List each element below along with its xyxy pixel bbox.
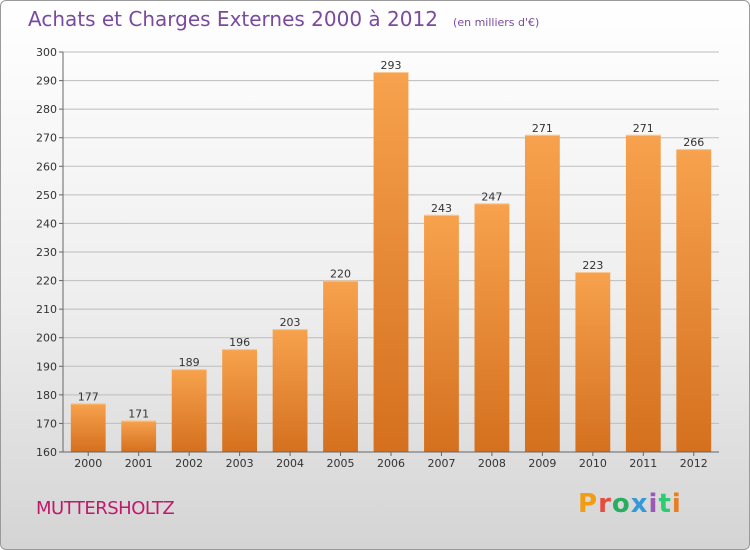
chart-title-block: Achats et Charges Externes 2000 à 2012 (… <box>28 7 539 31</box>
logo-letter: P <box>578 489 599 519</box>
x-tick-label-2007: 2007 <box>427 457 455 470</box>
logo-letter: i <box>648 489 659 519</box>
proxiti-logo[interactable]: Proxiti <box>578 489 682 519</box>
y-tick-label: 240 <box>36 217 57 230</box>
bar-2007[interactable] <box>424 214 459 452</box>
x-tick-label-2008: 2008 <box>478 457 506 470</box>
bar-2004[interactable] <box>272 329 308 452</box>
value-label-2007: 243 <box>431 202 452 215</box>
x-tick-label-2010: 2010 <box>579 457 607 470</box>
bar-2000[interactable] <box>70 403 106 452</box>
value-label-2003: 196 <box>229 336 250 349</box>
bar-2005[interactable] <box>323 280 358 452</box>
value-label-2000: 177 <box>78 390 99 403</box>
x-tick-label-2009: 2009 <box>528 457 556 470</box>
y-tick-label: 220 <box>36 275 57 288</box>
bar-2006[interactable] <box>373 72 409 452</box>
y-tick-label: 230 <box>36 246 57 259</box>
bar-2001[interactable] <box>121 420 157 452</box>
y-tick-label: 160 <box>36 446 57 459</box>
y-tick-label: 280 <box>36 103 57 116</box>
y-tick-label: 210 <box>36 303 57 316</box>
value-label-2010: 223 <box>582 259 603 272</box>
chart-title: Achats et Charges Externes 2000 à 2012 <box>28 7 438 31</box>
logo-letter: t <box>658 489 672 519</box>
x-tick-label-2004: 2004 <box>276 457 304 470</box>
value-label-2008: 247 <box>481 190 502 203</box>
axis-layer: 160 170 180 190 200 210 220 230 240 250 260 270 280 2… <box>36 46 719 470</box>
x-tick-label-2012: 2012 <box>680 457 708 470</box>
x-tick-label-2002: 2002 <box>175 457 203 470</box>
y-tick-label: 250 <box>36 189 57 202</box>
x-tick-label-2006: 2006 <box>377 457 405 470</box>
y-tick-label: 300 <box>36 46 57 59</box>
x-tick-label-2005: 2005 <box>327 457 355 470</box>
bar-2012[interactable] <box>676 149 712 452</box>
logo-letter: x <box>630 489 649 519</box>
y-tick-label: 270 <box>36 132 57 145</box>
y-tick-label: 260 <box>36 160 57 173</box>
y-tick-label: 180 <box>36 389 57 402</box>
value-label-2006: 293 <box>381 59 402 72</box>
value-label-2001: 171 <box>128 408 149 421</box>
x-tick-label-2003: 2003 <box>226 457 254 470</box>
logo-letter: i <box>671 489 682 519</box>
value-label-2002: 189 <box>179 356 200 369</box>
x-tick-label-2011: 2011 <box>629 457 657 470</box>
bar-2003[interactable] <box>222 349 258 452</box>
chart-unit: (en milliers d'€) <box>453 16 540 29</box>
y-tick-label: 200 <box>36 332 57 345</box>
value-label-2011: 271 <box>633 122 654 135</box>
y-tick-label: 170 <box>36 417 57 430</box>
y-tick-label: 190 <box>36 360 57 373</box>
y-tick-label: 290 <box>36 75 57 88</box>
logo-letter: o <box>611 489 631 519</box>
bar-2010[interactable] <box>575 272 611 452</box>
bars-layer: 177 171 189 196 203 220 293 243 247 271 223 271 266 <box>70 59 712 452</box>
value-label-2012: 266 <box>683 136 704 149</box>
bar-2002[interactable] <box>171 369 207 452</box>
bar-2011[interactable] <box>625 134 661 452</box>
commune-name: MUTTERSHOLTZ <box>36 498 175 519</box>
x-tick-label-2000: 2000 <box>74 457 102 470</box>
value-label-2005: 220 <box>330 268 351 281</box>
bar-2009[interactable] <box>524 134 560 452</box>
value-label-2009: 271 <box>532 122 553 135</box>
x-tick-label-2001: 2001 <box>125 457 153 470</box>
value-label-2004: 203 <box>280 316 301 329</box>
logo-letter: r <box>598 489 612 519</box>
bar-2008[interactable] <box>474 203 510 452</box>
